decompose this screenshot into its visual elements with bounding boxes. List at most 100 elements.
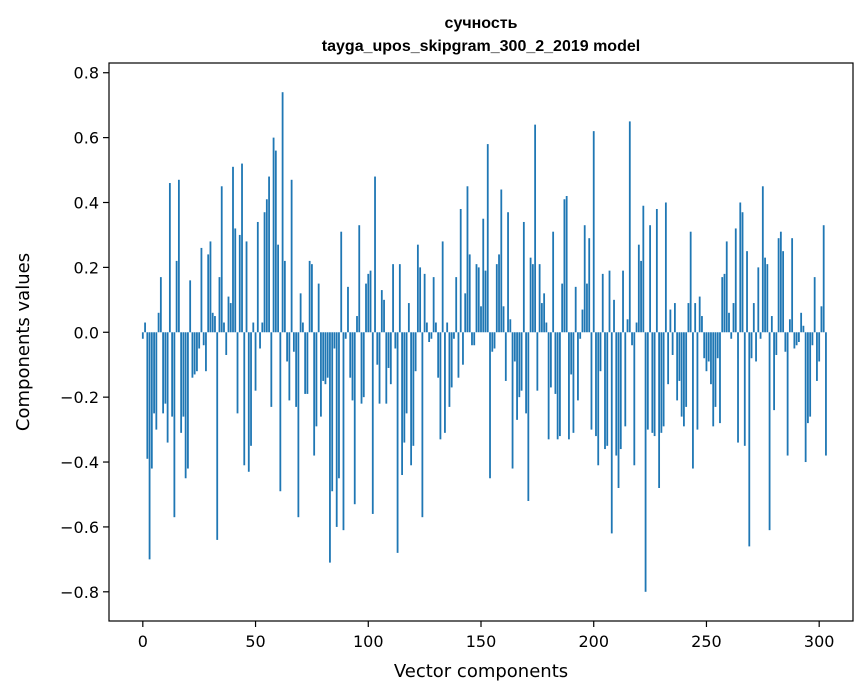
bar-128 [430,332,433,339]
bar-16 [177,179,180,333]
bar-158 [498,254,500,333]
bar-291 [797,332,800,342]
bar-53 [261,322,264,333]
bar-273 [757,267,760,333]
bar-294 [804,332,807,463]
bar-287 [788,319,791,333]
bar-42 [236,332,239,414]
bar-255 [716,332,719,359]
bar-49 [252,322,255,333]
bar-20 [187,332,189,469]
bar-267 [743,332,746,446]
bar-43 [238,234,241,333]
bar-56 [268,176,270,333]
bar-272 [755,332,757,362]
bar-167 [518,332,521,398]
y-tick-label: 0.6 [74,129,99,148]
bar-295 [807,332,809,424]
bar-102 [371,332,374,514]
bar-52 [259,332,261,349]
bar-141 [459,208,462,333]
bar-251 [707,332,710,362]
bar-277 [766,264,769,333]
bar-271 [752,303,755,333]
bar-264 [737,332,739,443]
bar-107 [383,299,385,333]
bar-3 [148,332,151,560]
bar-296 [809,332,812,417]
bar-289 [793,332,796,349]
bar-235 [671,332,674,355]
bar-244 [692,332,694,469]
bar-230 [660,332,663,433]
bar-136 [448,332,451,407]
bar-138 [453,332,455,339]
bar-159 [500,189,503,333]
bar-35 [220,186,223,333]
bar-80 [322,332,325,381]
bar-252 [710,332,712,385]
bar-132 [439,332,442,440]
bar-124 [421,332,424,518]
bar-39 [229,303,232,333]
bar-196 [583,225,586,333]
y-tick-label: −0.4 [60,453,99,472]
bar-75 [311,264,313,333]
bar-72 [304,332,307,394]
bar-84 [331,332,334,492]
bar-2 [146,332,149,459]
bar-5 [153,332,155,414]
bar-126 [425,322,428,333]
bar-45 [243,332,246,466]
bar-74 [308,260,311,333]
bar-19 [184,332,187,479]
bar-78 [317,283,320,333]
bar-218 [633,332,636,466]
bar-282 [777,238,780,333]
bar-17 [180,332,183,433]
bar-40 [232,166,234,333]
bar-87 [338,332,340,479]
x-tick-label: 300 [804,632,835,651]
bar-188 [565,196,568,333]
bar-95 [356,316,358,333]
x-tick-label: 200 [578,632,609,651]
bar-36 [223,322,225,333]
bar-157 [495,264,498,333]
y-tick-label: −0.8 [60,583,99,602]
bar-10 [164,332,167,404]
bar-227 [653,332,656,437]
bar-275 [761,186,764,333]
bar-121 [414,332,417,372]
bar-41 [234,228,237,333]
bar-100 [367,273,370,333]
bar-177 [540,303,543,333]
bar-151 [482,218,485,333]
bar-150 [480,306,482,333]
y-axis: −0.8 −0.6 −0.4 −0.2 0.0 0.2 0.4 0.6 0.8 [60,64,109,602]
bar-130 [435,322,437,333]
bar-243 [689,231,692,333]
bar-series [141,92,827,592]
bar-207 [608,270,611,333]
bar-131 [437,332,440,378]
bar-117 [405,332,408,414]
bar-170 [525,332,527,414]
bar-69 [297,332,300,518]
bar-58 [272,137,275,333]
bar-223 [644,332,647,592]
bar-212 [619,332,622,450]
bar-262 [732,303,735,333]
bar-105 [378,332,381,404]
bar-135 [446,322,449,333]
bar-210 [615,332,618,456]
bar-139 [455,277,458,333]
bar-71 [301,322,304,333]
bar-206 [606,332,609,446]
bar-92 [349,332,352,378]
bar-144 [466,186,469,333]
bar-21 [189,280,192,333]
bar-98 [362,332,365,398]
bar-94 [353,332,356,505]
